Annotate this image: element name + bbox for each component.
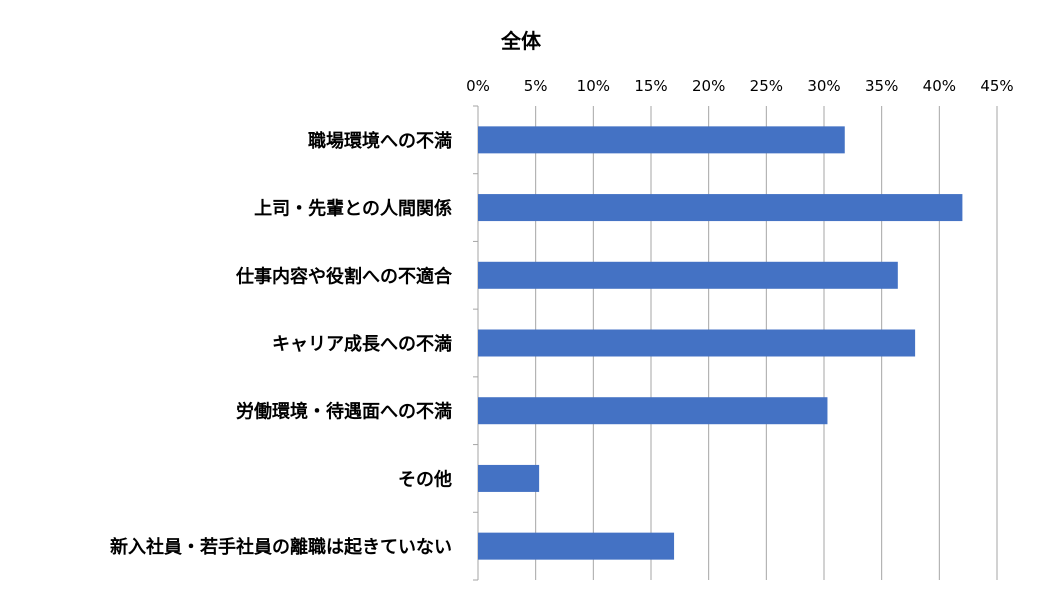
category-label: その他 — [398, 468, 452, 490]
category-label: 職場環境への不満 — [308, 130, 452, 152]
category-label: 上司・先輩との人間関係 — [254, 198, 452, 220]
bars — [478, 126, 963, 560]
bar — [478, 532, 675, 560]
x-tick-label: 20% — [692, 77, 725, 95]
bar — [478, 397, 828, 425]
category-label: 労働環境・待遇面への不満 — [236, 401, 452, 423]
bar — [478, 194, 963, 222]
category-label: 新入社員・若手社員の離職は起きていない — [110, 536, 452, 558]
value-axis-ticks: 0% 5% 10% 15% 20% 25% 30% 35% 40% 45% — [466, 77, 1014, 95]
x-tick-label: 45% — [980, 77, 1013, 95]
bar — [478, 464, 540, 492]
x-tick-label: 35% — [865, 77, 898, 95]
x-tick-label: 30% — [807, 77, 840, 95]
x-tick-label: 5% — [524, 77, 548, 95]
category-axis — [473, 105, 479, 581]
x-tick-label: 25% — [750, 77, 783, 95]
category-labels: 職場環境への不満上司・先輩との人間関係仕事内容や役割への不適合キャリア成長への不… — [110, 130, 453, 558]
x-tick-label: 10% — [577, 77, 610, 95]
x-tick-label: 40% — [923, 77, 956, 95]
bar — [478, 126, 845, 154]
category-label: キャリア成長への不満 — [272, 333, 452, 355]
bar — [478, 261, 898, 289]
chart-title: 全体 — [500, 29, 542, 53]
bar — [478, 329, 916, 357]
category-label: 仕事内容や役割への不適合 — [235, 265, 453, 287]
x-tick-label: 15% — [634, 77, 667, 95]
x-tick-label: 0% — [466, 77, 490, 95]
